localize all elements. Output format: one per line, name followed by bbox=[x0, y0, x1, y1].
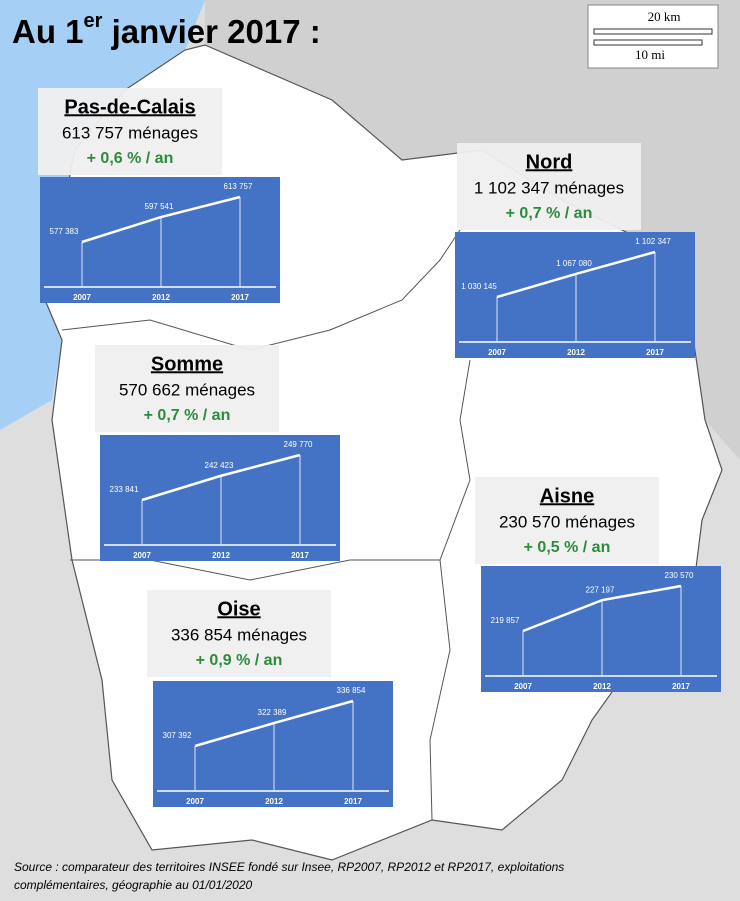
region-panel: Nord 1 102 347 ménages + 0,7 % / an 1 030 1… bbox=[455, 143, 695, 358]
label-box bbox=[475, 477, 659, 564]
chart-background bbox=[100, 435, 340, 561]
title: Au 1er janvier 2017 : bbox=[12, 10, 321, 49]
x-tick-label: 2007 bbox=[186, 797, 204, 806]
value-label: 613 757 bbox=[224, 182, 253, 191]
label-box bbox=[457, 143, 641, 230]
x-tick-label: 2012 bbox=[593, 682, 611, 691]
title-superscript: er bbox=[84, 10, 103, 32]
chart-background bbox=[153, 681, 393, 807]
x-tick-label: 2017 bbox=[672, 682, 690, 691]
label-box bbox=[147, 590, 331, 677]
value-label: 219 857 bbox=[491, 616, 520, 625]
title-part: Au 1 bbox=[12, 13, 84, 50]
region-panel: Pas-de-Calais 613 757 ménages + 0,6 % / an… bbox=[38, 88, 280, 303]
value-label: 233 841 bbox=[110, 485, 139, 494]
x-tick-label: 2017 bbox=[231, 293, 249, 302]
value-label: 249 770 bbox=[284, 440, 313, 449]
region-name: Nord bbox=[526, 151, 573, 173]
line bbox=[496, 250, 656, 299]
source: complémentaires, géographie au 01/01/202… bbox=[14, 878, 252, 892]
growth: + 0,7 % / an bbox=[144, 407, 231, 424]
scale-mi: 10 mi bbox=[635, 47, 665, 62]
title-part: janvier 2017 : bbox=[102, 13, 320, 50]
region-name: Pas-de-Calais bbox=[64, 96, 195, 118]
department-border bbox=[429, 559, 451, 821]
x-tick-label: 2017 bbox=[344, 797, 362, 806]
value-label: 336 854 bbox=[337, 686, 366, 695]
households: 336 854 ménages bbox=[171, 625, 307, 644]
value-label: 322 389 bbox=[258, 708, 287, 717]
region-name: Oise bbox=[217, 598, 260, 620]
x-tick-label: 2007 bbox=[514, 682, 532, 691]
neighbour-country bbox=[205, 0, 740, 460]
x-tick-label: 2007 bbox=[133, 551, 151, 560]
scale-bar-mi bbox=[593, 39, 703, 46]
value-label: 1 030 145 bbox=[461, 282, 497, 291]
households: 570 662 ménages bbox=[119, 380, 255, 399]
value-label: 1 102 347 bbox=[635, 237, 671, 246]
x-tick-label: 2007 bbox=[73, 293, 91, 302]
value-label: 1 067 080 bbox=[556, 259, 592, 268]
region-panel: Somme 570 662 ménages + 0,7 % / an 233 841 2… bbox=[95, 345, 340, 561]
line bbox=[141, 453, 301, 502]
growth: + 0,7 % / an bbox=[506, 205, 593, 222]
line bbox=[194, 699, 354, 748]
scale-bar-km bbox=[593, 28, 713, 35]
households: 230 570 ménages bbox=[499, 512, 635, 531]
region-panel: Aisne 230 570 ménages + 0,5 % / an 219 857 2… bbox=[475, 477, 721, 692]
region-name: Somme bbox=[151, 353, 223, 375]
x-tick-label: 2017 bbox=[646, 348, 664, 357]
line bbox=[81, 195, 241, 244]
value-label: 227 197 bbox=[586, 585, 615, 594]
growth: + 0,5 % / an bbox=[524, 539, 611, 556]
scale-bar: 20 km 10 mi bbox=[587, 4, 719, 69]
x-tick-label: 2012 bbox=[212, 551, 230, 560]
households: 613 757 ménages bbox=[62, 123, 198, 142]
scale-box bbox=[587, 4, 719, 69]
scale-km: 20 km bbox=[648, 9, 681, 24]
x-tick-label: 2017 bbox=[291, 551, 309, 560]
households: 1 102 347 ménages bbox=[474, 178, 624, 197]
chart-background bbox=[455, 232, 695, 358]
value-label: 242 423 bbox=[205, 461, 234, 470]
value-label: 230 570 bbox=[665, 571, 694, 580]
x-tick-label: 2012 bbox=[265, 797, 283, 806]
value-label: 307 392 bbox=[163, 731, 192, 740]
x-tick-label: 2012 bbox=[152, 293, 170, 302]
growth: + 0,6 % / an bbox=[87, 150, 174, 167]
value-label: 597 541 bbox=[145, 202, 174, 211]
region-panel: Oise 336 854 ménages + 0,9 % / an 307 392 20… bbox=[147, 590, 393, 807]
x-tick-label: 2007 bbox=[488, 348, 506, 357]
source: Source : comparateur des territoires INS… bbox=[14, 860, 564, 874]
chart-background bbox=[40, 177, 280, 303]
growth: + 0,9 % / an bbox=[196, 652, 283, 669]
department-border bbox=[61, 229, 461, 351]
value-label: 577 383 bbox=[50, 227, 79, 236]
line bbox=[522, 584, 682, 633]
x-tick-label: 2012 bbox=[567, 348, 585, 357]
label-box bbox=[38, 88, 222, 175]
department-border bbox=[70, 359, 471, 581]
region-name: Aisne bbox=[540, 485, 594, 507]
label-box bbox=[95, 345, 279, 432]
